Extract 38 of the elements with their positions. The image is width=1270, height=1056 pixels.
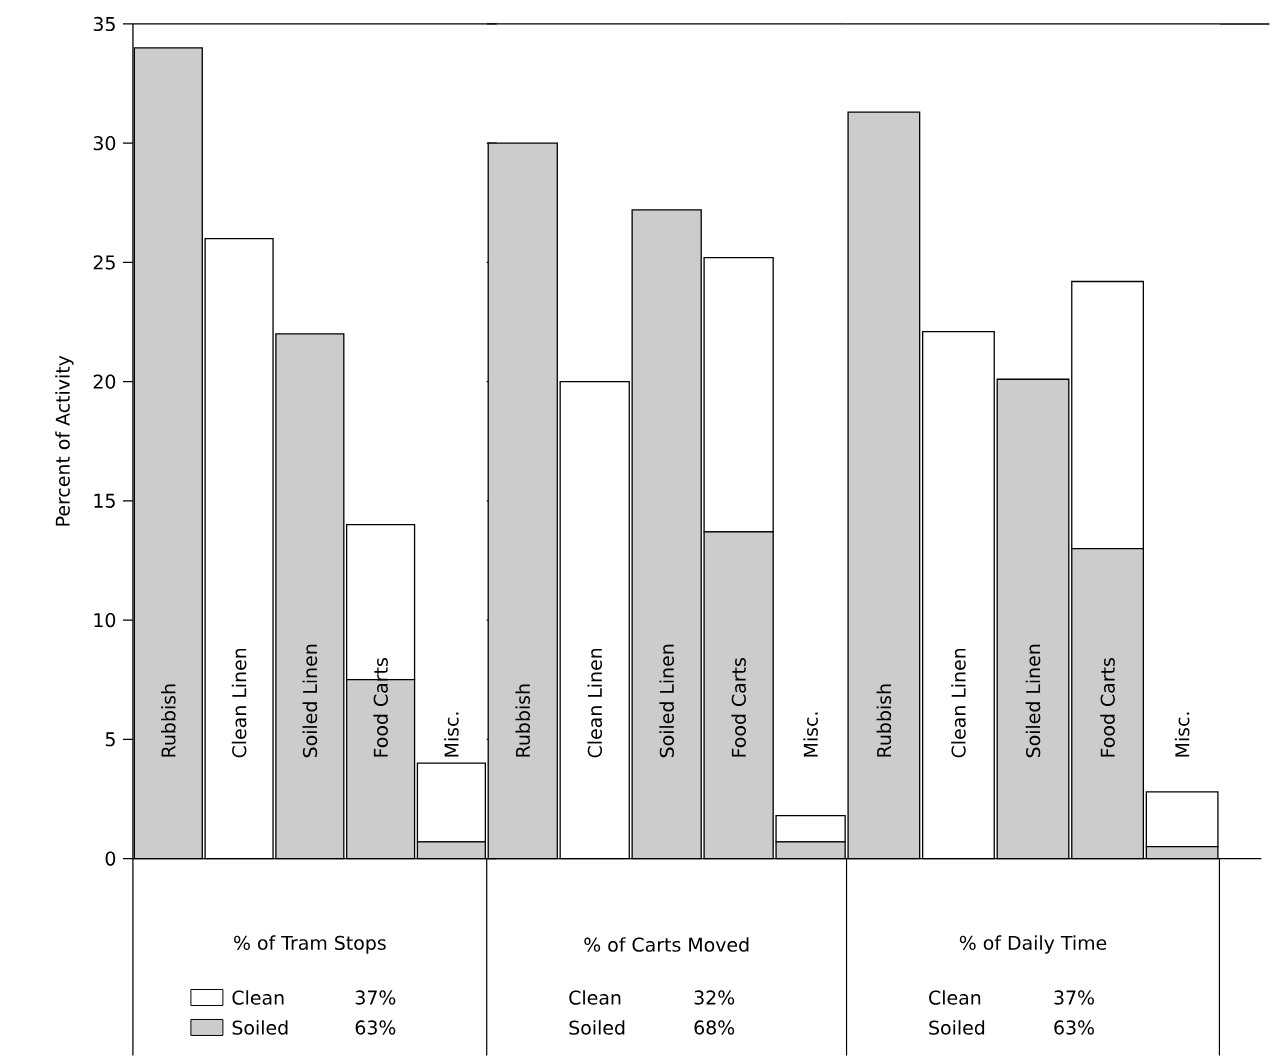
legend-label: Clean: [232, 990, 284, 1005]
x-axis-title: % of Tram Stops: [234, 935, 386, 954]
text: 37%: [355, 990, 396, 1005]
x-axis-title: % of Daily Time: [959, 935, 1107, 954]
x-tick-label: Misc.: [444, 712, 459, 757]
x-tick-label: Rubbish: [161, 684, 176, 757]
x-tick-label: Food Carts: [1100, 658, 1115, 757]
text: Clean: [569, 990, 621, 1005]
y-axis-title: Percent of Activity: [55, 355, 74, 526]
x-tick-label: Soiled Linen: [659, 644, 674, 758]
legend-label: Soiled: [232, 1020, 288, 1035]
x-tick-label: Soiled Linen: [1025, 644, 1041, 758]
x-tick-label: Clean Linen: [231, 648, 247, 758]
text: 68%: [694, 1020, 735, 1035]
y-tick-label: 0: [105, 851, 116, 866]
text: 63%: [355, 1020, 396, 1035]
x-tick-label: Clean Linen: [587, 648, 603, 758]
x-tick-label: Rubbish: [876, 684, 892, 757]
y-tick-label: 35: [93, 16, 115, 32]
y-tick-label: 30: [93, 136, 116, 151]
x-axis-title: % of Carts Moved: [584, 937, 749, 952]
text: Soiled: [929, 1020, 985, 1035]
y-tick-label: 20: [93, 374, 116, 389]
text: 63%: [1054, 1020, 1094, 1035]
text: Clean: [929, 990, 981, 1005]
x-tick-label: Rubbish: [515, 684, 531, 757]
text: 37%: [1054, 990, 1094, 1005]
y-tick-label: 5: [105, 732, 115, 747]
y-tick-label: 15: [94, 493, 115, 508]
x-tick-label: Misc.: [803, 712, 818, 757]
text: Soiled: [569, 1020, 625, 1035]
y-tick-label: 25: [93, 255, 115, 270]
x-tick-label: Soiled Linen: [302, 644, 318, 758]
x-tick-label: Food Carts: [731, 658, 746, 757]
text: 32%: [694, 990, 735, 1005]
x-tick-label: Misc.: [1174, 712, 1190, 757]
y-tick-label: 10: [94, 612, 116, 628]
x-tick-label: Clean Linen: [951, 648, 966, 758]
